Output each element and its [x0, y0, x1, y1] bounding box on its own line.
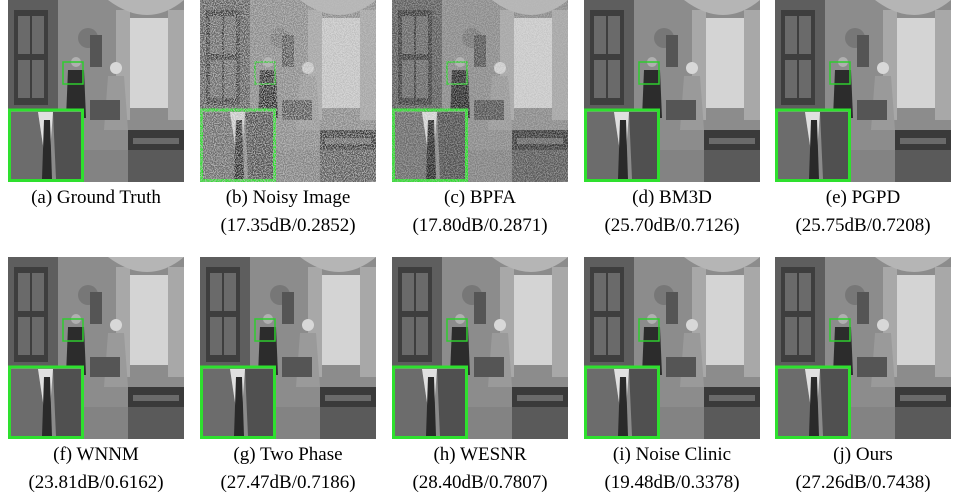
caption-label: (i) Noise Clinic	[572, 444, 772, 466]
caption-metrics: (27.47dB/0.7186)	[188, 472, 388, 494]
panel: (f) WNNM(23.81dB/0.6162)	[8, 257, 184, 439]
scene	[392, 257, 568, 439]
panel: (h) WESNR(28.40dB/0.7807)	[392, 257, 568, 439]
caption-metrics: (23.81dB/0.6162)	[0, 472, 196, 494]
scene	[8, 0, 184, 182]
caption-metrics: (17.80dB/0.2871)	[380, 215, 580, 237]
caption-metrics: (27.26dB/0.7438)	[763, 472, 957, 494]
caption-label: (h) WESNR	[380, 444, 580, 466]
panel: (b) Noisy Image(17.35dB/0.2852)	[200, 0, 376, 182]
scene	[8, 257, 184, 439]
noise	[584, 257, 760, 439]
caption-label: (g) Two Phase	[188, 444, 388, 466]
scene	[584, 0, 760, 182]
image	[392, 0, 568, 182]
caption-label: (f) WNNM	[0, 444, 196, 466]
caption-label: (e) PGPD	[763, 187, 957, 209]
scene	[775, 0, 951, 182]
scene	[775, 257, 951, 439]
panel: (d) BM3D(25.70dB/0.7126)	[584, 0, 760, 182]
figure: (a) Ground Truth(b) Noisy Image(17.35dB/…	[0, 0, 957, 499]
caption-label: (d) BM3D	[572, 187, 772, 209]
panel: (g) Two Phase(27.47dB/0.7186)	[200, 257, 376, 439]
scene	[200, 257, 376, 439]
noise	[392, 0, 568, 182]
image	[8, 257, 184, 439]
panel: (e) PGPD(25.75dB/0.7208)	[775, 0, 951, 182]
caption-metrics: (17.35dB/0.2852)	[188, 215, 388, 237]
caption-metrics: (19.48dB/0.3378)	[572, 472, 772, 494]
panel: (i) Noise Clinic(19.48dB/0.3378)	[584, 257, 760, 439]
panel: (a) Ground Truth	[8, 0, 184, 182]
caption-metrics: (25.70dB/0.7126)	[572, 215, 772, 237]
caption-label: (c) BPFA	[380, 187, 580, 209]
caption-label: (a) Ground Truth	[0, 187, 196, 209]
caption-label: (j) Ours	[763, 444, 957, 466]
image	[775, 257, 951, 439]
image	[584, 257, 760, 439]
image	[392, 257, 568, 439]
image	[8, 0, 184, 182]
panel: (j) Ours(27.26dB/0.7438)	[775, 257, 951, 439]
image	[775, 0, 951, 182]
caption-metrics: (28.40dB/0.7807)	[380, 472, 580, 494]
caption-metrics: (25.75dB/0.7208)	[763, 215, 957, 237]
image	[200, 0, 376, 182]
panel: (c) BPFA(17.80dB/0.2871)	[392, 0, 568, 182]
caption-label: (b) Noisy Image	[188, 187, 388, 209]
image	[584, 0, 760, 182]
noise	[200, 0, 376, 182]
image	[200, 257, 376, 439]
